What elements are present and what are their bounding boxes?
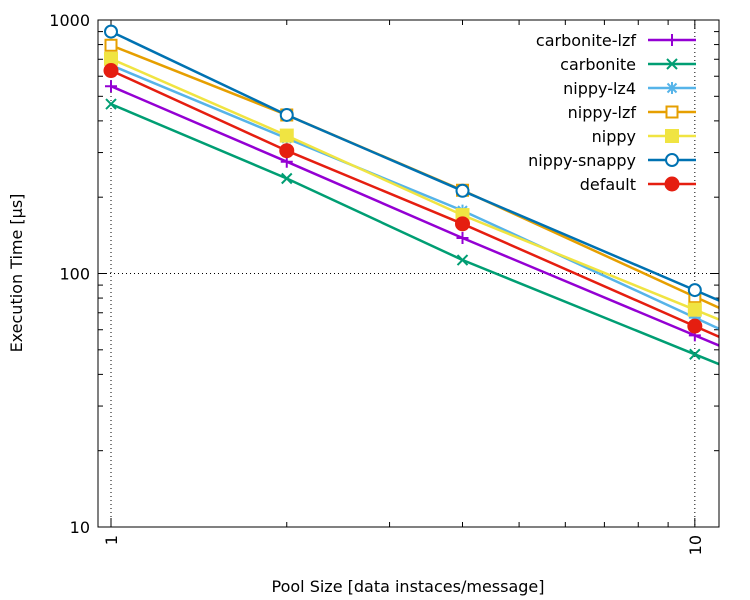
y-tick-label: 1000 bbox=[49, 11, 90, 30]
series-group bbox=[103, 24, 719, 366]
data-point bbox=[687, 318, 703, 334]
series-nippy bbox=[104, 51, 719, 321]
data-point bbox=[105, 80, 118, 93]
data-point bbox=[105, 98, 117, 110]
data-point bbox=[664, 176, 680, 192]
y-axis-label: Execution Time [μs] bbox=[7, 194, 26, 353]
series-line bbox=[110, 102, 719, 366]
series-nippy-snappy bbox=[104, 24, 719, 302]
y-tick-label: 10 bbox=[70, 518, 90, 537]
legend-item-carbonite: carbonite bbox=[560, 55, 696, 74]
legend-label: default bbox=[580, 175, 636, 194]
legend-item-nippy-snappy: nippy-snappy bbox=[528, 151, 696, 170]
plot-frame bbox=[97, 19, 720, 528]
legend-label: nippy bbox=[592, 127, 636, 146]
legend-label: carbonite bbox=[560, 55, 636, 74]
data-point bbox=[281, 172, 293, 185]
data-point bbox=[665, 105, 679, 119]
data-point bbox=[666, 58, 678, 70]
legend-label: nippy-lzf bbox=[568, 103, 637, 122]
series-line bbox=[110, 30, 719, 302]
y-tick-label: 100 bbox=[59, 265, 90, 284]
series-default bbox=[103, 63, 719, 339]
series-nippy-lzf bbox=[104, 38, 719, 310]
data-point bbox=[455, 216, 471, 232]
data-point bbox=[665, 129, 679, 143]
data-point bbox=[689, 348, 701, 361]
data-point bbox=[666, 34, 678, 46]
data-point bbox=[456, 254, 469, 266]
series-line bbox=[110, 85, 719, 347]
series-carbonite bbox=[105, 98, 719, 366]
legend-label: nippy-snappy bbox=[528, 151, 636, 170]
data-point bbox=[104, 24, 119, 39]
series-line bbox=[110, 64, 719, 331]
x-axis-label: Pool Size [data instaces/message] bbox=[272, 577, 545, 596]
legend-item-nippy-lz4: nippy-lz4 bbox=[563, 79, 696, 98]
series-line bbox=[110, 57, 719, 321]
series-nippy-lz4 bbox=[105, 59, 719, 331]
data-point bbox=[279, 107, 294, 122]
legend-item-carbonite-lzf: carbonite-lzf bbox=[536, 31, 696, 50]
legend-label: carbonite-lzf bbox=[536, 31, 636, 50]
data-point bbox=[279, 128, 294, 143]
x-tick-label: 1 bbox=[102, 535, 121, 545]
legend-item-nippy-lzf: nippy-lzf bbox=[568, 103, 696, 122]
data-point bbox=[688, 311, 701, 324]
data-point bbox=[456, 232, 469, 245]
data-point bbox=[666, 82, 678, 94]
data-point bbox=[687, 302, 702, 317]
data-point bbox=[104, 38, 118, 52]
legend-item-nippy: nippy bbox=[592, 127, 696, 146]
x-tick-label: 10 bbox=[686, 535, 705, 555]
data-point bbox=[665, 153, 679, 167]
legend-item-default: default bbox=[580, 175, 696, 194]
legend-label: nippy-lz4 bbox=[563, 79, 636, 98]
data-point bbox=[455, 183, 470, 198]
series-carbonite-lzf bbox=[105, 80, 719, 347]
data-point bbox=[279, 143, 295, 159]
legend: carbonite-lzf carbonite nippy-lz4 nippy-lzf… bbox=[528, 31, 696, 194]
data-point bbox=[687, 283, 702, 298]
data-point bbox=[103, 63, 119, 79]
